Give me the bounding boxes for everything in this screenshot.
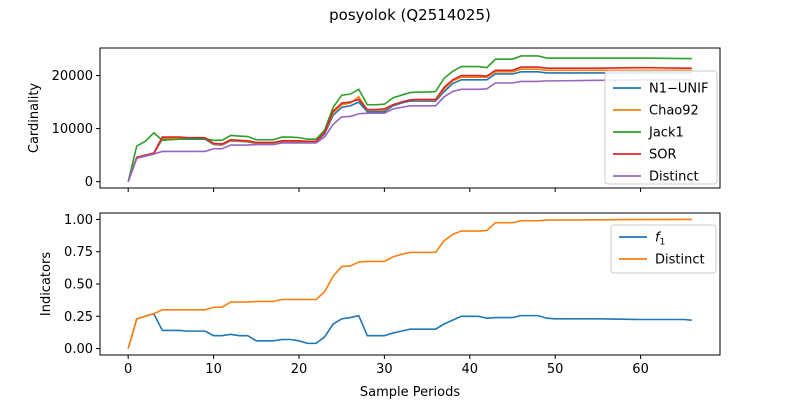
- cardinality-ylabel: Cardinality: [27, 83, 42, 154]
- indicators-ytick-label: 0.50: [64, 278, 93, 293]
- indicators-ytick-label: 0.25: [64, 310, 93, 325]
- cardinality-yticks: 0 10000 20000: [52, 69, 100, 190]
- cardinality-series-layer: [127, 55, 692, 182]
- figure-title: posyolok (Q2514025): [329, 6, 491, 24]
- cardinality-xticks: [127, 188, 642, 192]
- indicators-legend: f1 Distinct: [610, 224, 717, 274]
- cardinality-legend-label-jack1: Jack1: [648, 126, 684, 141]
- cardinality-ytick-label: 0: [85, 175, 93, 190]
- cardinality-series-line-sor: [127, 66, 692, 182]
- indicators-ytick-label: 0.75: [64, 245, 93, 260]
- indicators-xtick-label: 50: [547, 362, 564, 377]
- indicators-legend-label-f1: f1: [655, 231, 665, 248]
- indicators-panel: 0 10 20 30 40 50 60 0.00 0.25 0.50 0.75 1.00 Indic…: [39, 212, 721, 400]
- indicators-yticks: 0.00 0.25 0.50 0.75 1.00: [64, 213, 100, 357]
- indicators-xtick-label: 30: [376, 362, 393, 377]
- indicators-xtick-label: 40: [462, 362, 479, 377]
- cardinality-series-line-distinct: [127, 79, 692, 182]
- indicators-xtick-label: 60: [632, 362, 649, 377]
- cardinality-legend: N1−UNIF Chao92 Jack1 SOR Distinct: [604, 70, 718, 185]
- cardinality-ytick-label: 20000: [52, 69, 93, 84]
- cardinality-legend-label-sor: SOR: [649, 148, 677, 163]
- indicators-xtick-label: 10: [205, 362, 222, 377]
- indicators-ytick-label: 0.00: [64, 342, 93, 357]
- indicators-ylabel: Indicators: [39, 252, 54, 316]
- indicators-xlabel: Sample Periods: [360, 385, 460, 400]
- cardinality-legend-box: [604, 70, 718, 185]
- cardinality-legend-label-chao92: Chao92: [649, 104, 699, 119]
- cardinality-panel: 0 10000 20000 Cardinality N1−UNIF Chao92 Jac…: [27, 47, 721, 192]
- cardinality-ytick-label: 10000: [52, 122, 93, 137]
- cardinality-axes-frame: [99, 47, 721, 189]
- indicators-series-line-f1: [127, 312, 692, 349]
- indicators-series-layer: [127, 218, 692, 349]
- cardinality-series-line-jack1: [127, 55, 692, 182]
- indicators-xtick-label: 20: [291, 362, 308, 377]
- cardinality-legend-label-n1-unif: N1−UNIF: [649, 82, 708, 97]
- indicators-series-line-distinct: [127, 218, 692, 349]
- indicators-legend-label-distinct: Distinct: [655, 253, 705, 268]
- indicators-xtick-label: 0: [124, 362, 132, 377]
- indicators-xticks: 0 10 20 30 40 50 60: [124, 355, 649, 377]
- cardinality-legend-label-distinct: Distinct: [649, 170, 699, 185]
- indicators-ytick-label: 1.00: [64, 213, 93, 228]
